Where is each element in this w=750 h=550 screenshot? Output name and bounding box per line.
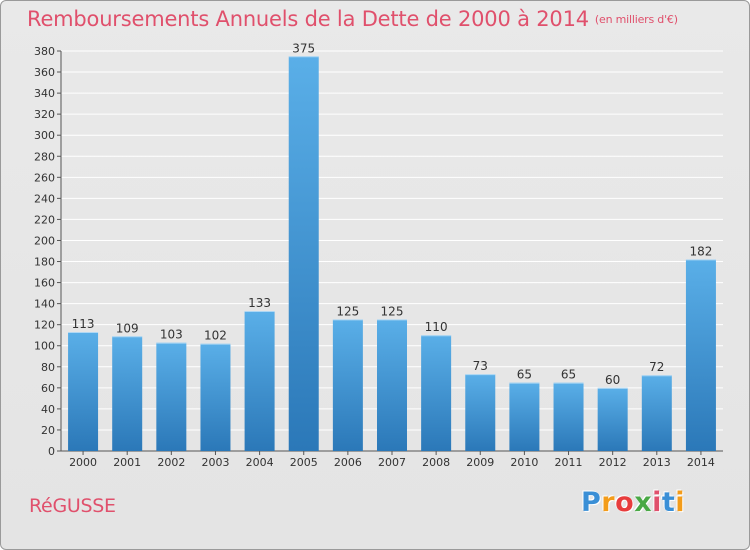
data-label: 72 — [649, 360, 664, 374]
x-tick-label: 2014 — [687, 456, 715, 469]
y-tick-label: 120 — [34, 319, 55, 332]
data-label: 65 — [517, 368, 532, 382]
y-tick-label: 180 — [34, 256, 55, 269]
bar — [200, 344, 230, 451]
bar — [465, 374, 495, 451]
y-tick-label: 260 — [34, 171, 55, 184]
x-tick-label: 2003 — [201, 456, 229, 469]
bar-chart: 0 20 40 60 80 100 120 140 160 180 200 220 240 260 280 3… — [1, 1, 750, 550]
x-tick-label: 2012 — [599, 456, 627, 469]
y-tick-label: 40 — [41, 403, 55, 416]
bar — [686, 259, 716, 451]
bar — [509, 383, 539, 451]
data-label: 102 — [204, 329, 227, 343]
data-label: 113 — [72, 317, 95, 331]
logo-letter: o — [615, 487, 634, 518]
y-tick-label: 380 — [34, 45, 55, 58]
y-tick-label: 340 — [34, 87, 55, 100]
y-tick-label: 140 — [34, 298, 55, 311]
bar — [377, 319, 407, 451]
bar — [421, 335, 451, 451]
logo-letter: i — [675, 487, 685, 518]
bar — [598, 388, 628, 451]
logo-letter: t — [662, 487, 675, 518]
y-tick-label: 280 — [34, 150, 55, 163]
x-tick-label: 2008 — [422, 456, 450, 469]
y-tick-label: 240 — [34, 192, 55, 205]
y-tick-label: 200 — [34, 234, 55, 247]
y-tick-label: 60 — [41, 382, 55, 395]
y-tick-label: 20 — [41, 424, 55, 437]
data-label: 109 — [116, 321, 139, 335]
logo-letter: i — [652, 487, 662, 518]
bar — [245, 311, 275, 451]
x-tick-label: 2011 — [555, 456, 583, 469]
x-tick-label: 2000 — [69, 456, 97, 469]
y-tick-label: 160 — [34, 277, 55, 290]
x-tick-label: 2013 — [643, 456, 671, 469]
x-tick-label: 2006 — [334, 456, 362, 469]
bar — [112, 336, 142, 451]
bar — [68, 332, 98, 451]
proxiti-logo: Proxiti — [581, 487, 685, 518]
x-tick-label: 2009 — [466, 456, 494, 469]
x-tick-label: 2005 — [290, 456, 318, 469]
bar — [642, 375, 672, 451]
data-label: 125 — [381, 304, 404, 318]
data-label: 133 — [248, 296, 271, 310]
data-label: 73 — [473, 359, 488, 373]
logo-letter: r — [601, 487, 615, 518]
x-tick-label: 2002 — [157, 456, 185, 469]
y-tick-label: 0 — [48, 445, 55, 458]
bar — [554, 383, 584, 451]
y-tick-label: 80 — [41, 361, 55, 374]
y-tick-label: 300 — [34, 129, 55, 142]
x-tick-label: 2010 — [510, 456, 538, 469]
data-label: 125 — [336, 304, 359, 318]
commune-name: RéGUSSE — [29, 495, 116, 517]
y-tick-label: 100 — [34, 340, 55, 353]
logo-letter: P — [581, 487, 601, 518]
x-tick-label: 2001 — [113, 456, 141, 469]
logo-letter: x — [634, 487, 652, 518]
data-label: 375 — [292, 41, 315, 55]
y-tick-label: 360 — [34, 66, 55, 79]
bar — [289, 56, 319, 451]
data-label: 182 — [689, 244, 712, 258]
x-tick-label: 2007 — [378, 456, 406, 469]
x-tick-label: 2004 — [246, 456, 274, 469]
chart-frame: Remboursements Annuels de la Dette de 20… — [0, 0, 750, 550]
data-label: 60 — [605, 373, 620, 387]
bar — [156, 343, 186, 451]
data-label: 65 — [561, 368, 576, 382]
data-label: 110 — [425, 320, 448, 334]
bar — [333, 319, 363, 451]
y-tick-label: 220 — [34, 213, 55, 226]
data-label: 103 — [160, 328, 183, 342]
y-tick-label: 320 — [34, 108, 55, 121]
